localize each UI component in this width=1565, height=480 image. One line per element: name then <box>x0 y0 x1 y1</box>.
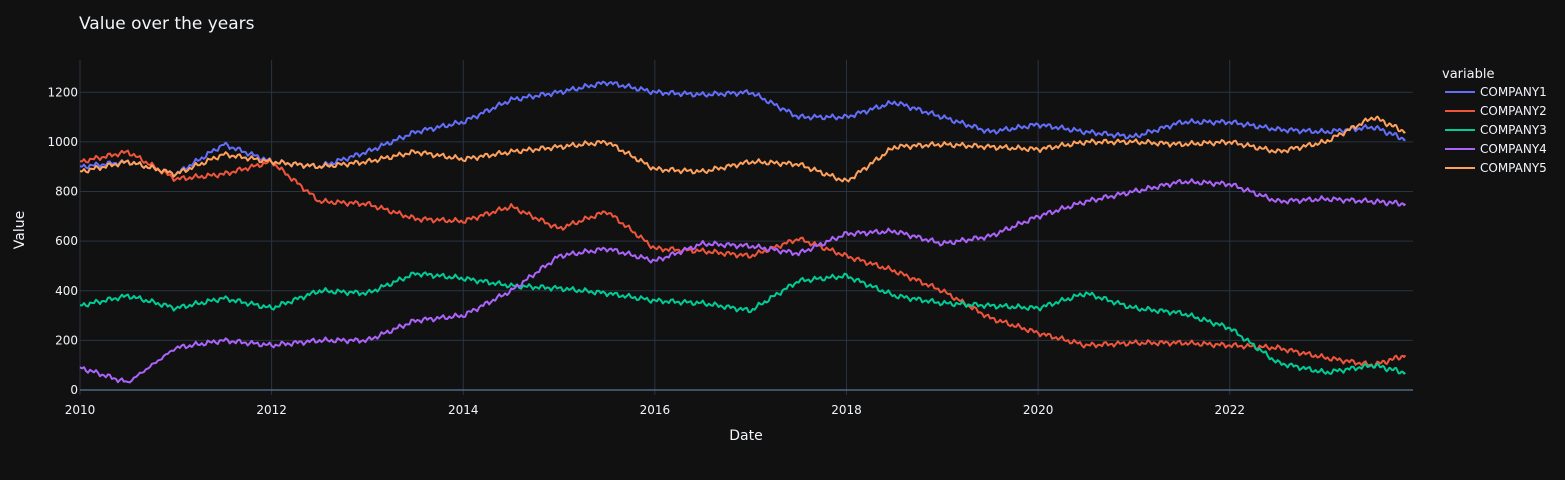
y-axis-ticks: 0 200 400 600 800 1000 1200 <box>47 85 78 397</box>
x-tick-label: 2014 <box>448 403 479 417</box>
legend-item-company1[interactable]: COMPANY1 <box>1445 85 1547 99</box>
y-tick-label: 400 <box>55 284 78 298</box>
legend-label: COMPANY2 <box>1480 104 1547 118</box>
legend[interactable]: variable COMPANY1 COMPANY2 COMPANY3 COMPANY… <box>1442 67 1547 175</box>
y-tick-label: 0 <box>70 383 78 397</box>
series-line-company1[interactable] <box>79 80 1406 178</box>
legend-item-company2[interactable]: COMPANY2 <box>1445 104 1547 118</box>
x-tick-label: 2022 <box>1214 403 1245 417</box>
legend-item-company4[interactable]: COMPANY4 <box>1445 142 1547 156</box>
y-axis-title: Value <box>12 211 28 249</box>
y-tick-label: 1000 <box>47 135 78 149</box>
legend-label: COMPANY1 <box>1480 85 1547 99</box>
x-axis-title: Date <box>729 428 762 444</box>
y-tick-label: 800 <box>55 185 78 199</box>
series-line-company4[interactable] <box>79 178 1407 384</box>
y-tick-label: 1200 <box>47 85 78 99</box>
series-lines[interactable] <box>79 80 1407 384</box>
legend-label: COMPANY5 <box>1480 161 1547 175</box>
legend-label: COMPANY3 <box>1480 123 1547 137</box>
x-tick-label: 2018 <box>831 403 862 417</box>
legend-item-company5[interactable]: COMPANY5 <box>1445 161 1547 175</box>
legend-label: COMPANY4 <box>1480 142 1547 156</box>
series-line-company5[interactable] <box>79 115 1406 183</box>
series-line-company3[interactable] <box>79 271 1406 375</box>
legend-item-company3[interactable]: COMPANY3 <box>1445 123 1547 137</box>
x-axis-ticks: 2010 2012 2014 2016 2018 2020 2022 <box>65 403 1245 417</box>
series-line-company2[interactable] <box>79 149 1407 369</box>
chart-title: Value over the years <box>79 14 255 34</box>
y-tick-label: 600 <box>55 234 78 248</box>
legend-title: variable <box>1442 67 1494 82</box>
x-tick-label: 2016 <box>640 403 671 417</box>
x-tick-label: 2020 <box>1023 403 1054 417</box>
x-tick-label: 2012 <box>256 403 287 417</box>
x-tick-label: 2010 <box>65 403 96 417</box>
y-tick-label: 200 <box>55 333 78 347</box>
